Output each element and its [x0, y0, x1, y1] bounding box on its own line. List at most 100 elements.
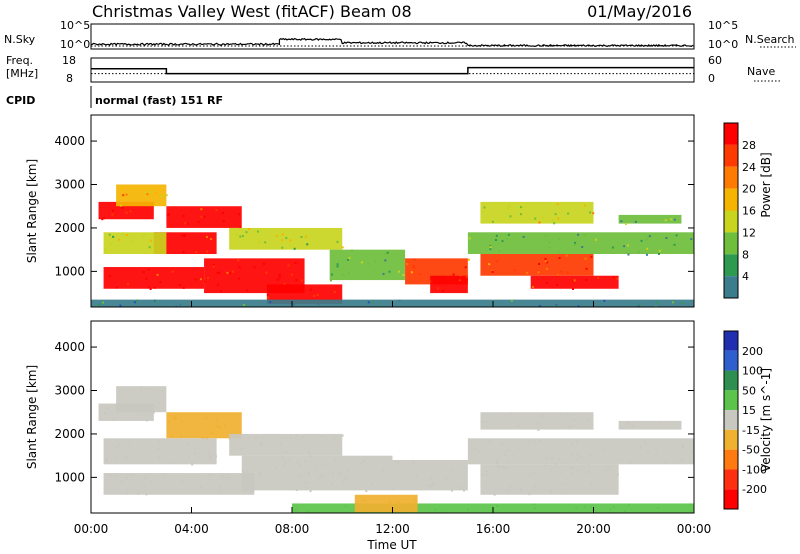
power-speckle: [243, 303, 246, 306]
velocity-speckle: [602, 447, 605, 450]
velocity-speckle: [157, 401, 160, 404]
velocity-speckle: [406, 502, 409, 505]
power-speckle: [275, 234, 278, 237]
power-speckle: [505, 238, 508, 241]
power-speckle: [386, 251, 389, 254]
velocity-speckle: [106, 407, 109, 410]
velocity-speckle: [564, 492, 567, 495]
freq-left-tick-top: 18: [62, 54, 76, 67]
x-axis-ticks: 00:00 04:00 08:00 12:00 16:00 20:00 00:00: [74, 301, 712, 536]
power-speckle: [278, 274, 281, 277]
velocity-speckle: [109, 473, 112, 476]
power-speckle: [142, 234, 145, 237]
freq-trace: [91, 66, 694, 75]
power-speckle: [120, 204, 123, 207]
power-speckle: [183, 235, 186, 238]
x-tick-label: 20:00: [576, 522, 611, 536]
velocity-speckle: [681, 444, 684, 447]
velocity-speckle: [638, 447, 641, 450]
power-speckle: [305, 235, 308, 238]
velocity-speckle: [577, 453, 580, 456]
power-speckle: [557, 238, 560, 241]
power-speckle: [347, 271, 350, 274]
noise-left-tick-top: 10^5: [60, 19, 90, 32]
power-speckle: [256, 230, 259, 233]
power-colorbar: 28 24 20 16 12 8 4: [723, 122, 756, 299]
velocity-speckle: [125, 456, 128, 459]
velocity-speckle: [534, 507, 537, 510]
velocity-speckle: [298, 473, 301, 476]
power-speckle: [281, 239, 284, 242]
power-speckle: [147, 268, 150, 271]
velocity-speckle: [307, 450, 310, 453]
velocity-speckle: [315, 469, 318, 472]
power-speckle: [205, 250, 208, 253]
velocity-speckle: [219, 487, 222, 490]
power-speckle: [253, 266, 256, 269]
freq-left-tick-bottom: 8: [66, 72, 73, 85]
velocity-speckle: [458, 486, 461, 489]
freq-left-label-1: Freq.: [6, 54, 33, 67]
velocity-speckle: [589, 454, 592, 457]
x-tick-label: 00:00: [677, 522, 712, 536]
velocity-speckle: [144, 477, 147, 480]
velocity-speckle: [301, 436, 304, 439]
velocity-speckle: [219, 485, 222, 488]
velocity-speckle: [496, 462, 499, 465]
velocity-speckle: [655, 449, 658, 452]
power-speckle: [494, 239, 497, 242]
power-speckle: [212, 264, 215, 267]
power-speckle: [159, 281, 162, 284]
velocity-speckle: [371, 483, 374, 486]
velocity-colorbar-segment: [724, 429, 738, 450]
velocity-speckle: [608, 465, 611, 468]
power-speckle: [558, 256, 561, 259]
velocity-speckle: [134, 407, 137, 410]
power-speckle: [556, 274, 559, 277]
x-tick-label: 04:00: [174, 522, 209, 536]
power-speckle: [231, 270, 234, 273]
velocity-speckle: [301, 475, 304, 478]
velocity-colorbar-segment: [724, 469, 738, 490]
velocity-speckle: [158, 440, 161, 443]
power-speckle: [104, 248, 107, 251]
velocity-speckle: [140, 482, 143, 485]
velocity-speckle: [334, 458, 337, 461]
velocity-speckle: [551, 457, 554, 460]
power-speckle: [398, 299, 401, 302]
velocity-speckle: [631, 425, 634, 428]
velocity-speckle: [140, 386, 143, 389]
power-speckle: [673, 218, 676, 221]
velocity-speckle: [533, 485, 536, 488]
power-speckle: [589, 211, 592, 214]
power-speckle: [665, 236, 668, 239]
velocity-speckle: [381, 469, 384, 472]
power-colorbar-segment: [724, 144, 738, 167]
power-speckle: [165, 194, 168, 197]
power-speckle: [673, 243, 676, 246]
velocity-speckle: [210, 482, 213, 485]
power-speckle: [556, 203, 559, 206]
velocity-speckle: [124, 455, 127, 458]
power-speckle: [300, 279, 303, 282]
power-speckle: [538, 262, 541, 265]
velocity-speckle: [320, 435, 323, 438]
power-speckle: [179, 284, 182, 287]
power-speckle: [646, 247, 649, 250]
power-speckle: [351, 249, 354, 252]
velocity-region-1: [116, 386, 167, 413]
power-speckle: [226, 271, 229, 274]
velocity-speckle: [125, 408, 128, 411]
power-speckle: [300, 235, 303, 238]
power-speckle: [101, 218, 104, 221]
power-speckle: [184, 222, 187, 225]
velocity-speckle: [128, 441, 131, 444]
power-speckle: [149, 190, 152, 193]
velocity-speckle: [262, 461, 265, 464]
power-speckle: [245, 289, 248, 292]
velocity-speckle: [474, 447, 477, 450]
power-axis-ticks: 4000 3000 2000 1000: [54, 134, 694, 278]
power-speckle: [573, 241, 576, 244]
power-colorbar-segment: [724, 188, 738, 211]
